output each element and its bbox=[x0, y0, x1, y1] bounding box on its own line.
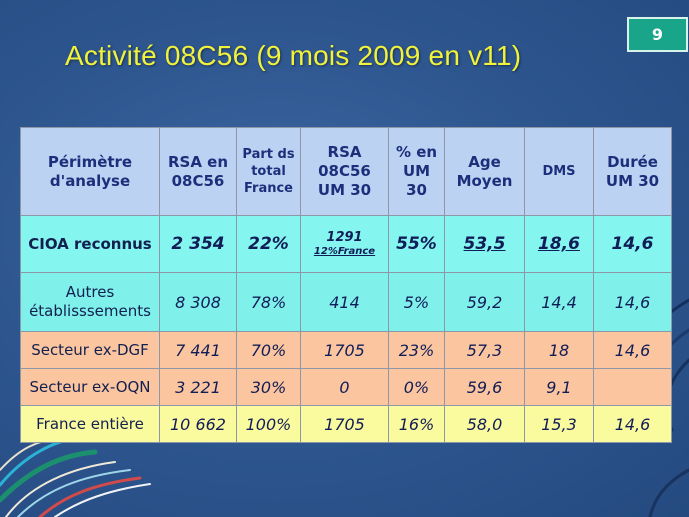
cell-dms: 18 bbox=[524, 331, 594, 369]
cell-part: 30% bbox=[236, 368, 301, 406]
header-duree-um30: Durée UM 30 bbox=[593, 127, 672, 216]
cell-rsa: 2 354 bbox=[159, 215, 237, 273]
cell-duree bbox=[593, 368, 672, 406]
cell-rsa-um30: 1291 12%France bbox=[300, 215, 389, 273]
cell-dms: 18,6 bbox=[524, 215, 594, 273]
cell-rsa: 10 662 bbox=[159, 405, 237, 443]
cell-age-value: 53,5 bbox=[463, 234, 506, 254]
cell-dms: 15,3 bbox=[524, 405, 594, 443]
row-label: Autres établisssements bbox=[20, 272, 160, 332]
cell-rsa-um30-note: 12%France bbox=[313, 246, 376, 257]
cell-age: 59,6 bbox=[444, 368, 525, 406]
cell-rsa: 7 441 bbox=[159, 331, 237, 369]
cell-pct-um30: 23% bbox=[388, 331, 445, 369]
header-dms: DMS bbox=[524, 127, 594, 216]
table-row-ex-dgf: Secteur ex-DGF 7 441 70% 1705 23% 57,3 1… bbox=[20, 331, 672, 369]
cell-rsa-um30: 414 bbox=[300, 272, 389, 332]
cell-rsa-um30: 0 bbox=[300, 368, 389, 406]
cell-part: 22% bbox=[236, 215, 301, 273]
cell-dms: 14,4 bbox=[524, 272, 594, 332]
cell-pct-um30: 16% bbox=[388, 405, 445, 443]
cell-duree: 14,6 bbox=[593, 331, 672, 369]
cell-pct-um30: 55% bbox=[388, 215, 445, 273]
cell-part: 100% bbox=[236, 405, 301, 443]
cell-dms-value: 18,6 bbox=[538, 234, 580, 254]
activity-table: Périmètre d'analyse RSA en 08C56 Part ds… bbox=[20, 127, 672, 443]
cell-rsa-um30: 1705 bbox=[300, 405, 389, 443]
cell-rsa-um30: 1705 bbox=[300, 331, 389, 369]
cell-age: 57,3 bbox=[444, 331, 525, 369]
cell-age: 59,2 bbox=[444, 272, 525, 332]
table-header-row: Périmètre d'analyse RSA en 08C56 Part ds… bbox=[20, 127, 672, 216]
header-rsa-um30: RSA 08C56 UM 30 bbox=[300, 127, 389, 216]
header-rsa-08c56: RSA en 08C56 bbox=[159, 127, 237, 216]
cell-rsa: 3 221 bbox=[159, 368, 237, 406]
header-part-total-france: Part ds total France bbox=[236, 127, 301, 216]
table-row-autres: Autres établisssements 8 308 78% 414 5% … bbox=[20, 272, 672, 332]
cell-pct-um30: 5% bbox=[388, 272, 445, 332]
cell-duree: 14,6 bbox=[593, 272, 672, 332]
row-label: CIOA reconnus bbox=[20, 215, 160, 273]
cell-age: 58,0 bbox=[444, 405, 525, 443]
cell-pct-um30: 0% bbox=[388, 368, 445, 406]
table-row-france: France entière 10 662 100% 1705 16% 58,0… bbox=[20, 405, 672, 443]
row-label: Secteur ex-OQN bbox=[20, 368, 160, 406]
table-row-cioa: CIOA reconnus 2 354 22% 1291 12%France 5… bbox=[20, 215, 672, 273]
header-perimetre: Périmètre d'analyse bbox=[20, 127, 160, 216]
page-number-badge: 9 bbox=[627, 17, 688, 52]
cell-age: 53,5 bbox=[444, 215, 525, 273]
cell-duree: 14,6 bbox=[593, 405, 672, 443]
cell-rsa-um30-value: 1291 bbox=[326, 230, 363, 245]
cell-part: 70% bbox=[236, 331, 301, 369]
table-row-ex-oqn: Secteur ex-OQN 3 221 30% 0 0% 59,6 9,1 bbox=[20, 368, 672, 406]
cell-part: 78% bbox=[236, 272, 301, 332]
cell-dms: 9,1 bbox=[524, 368, 594, 406]
slide-title: Activité 08C56 (9 mois 2009 en v11) bbox=[65, 40, 522, 71]
header-pct-um30: % en UM 30 bbox=[388, 127, 445, 216]
row-label: France entière bbox=[20, 405, 160, 443]
header-age-moyen: Age Moyen bbox=[444, 127, 525, 216]
cell-rsa: 8 308 bbox=[159, 272, 237, 332]
cell-duree: 14,6 bbox=[593, 215, 672, 273]
row-label: Secteur ex-DGF bbox=[20, 331, 160, 369]
